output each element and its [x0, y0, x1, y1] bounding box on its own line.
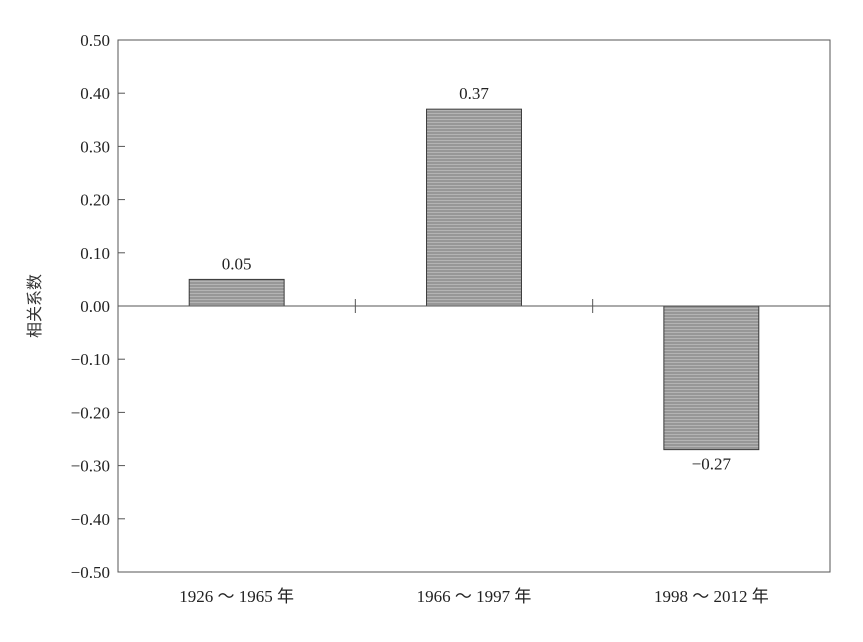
- y-tick-label: 0.10: [80, 244, 110, 263]
- bar-value-label: −0.27: [692, 455, 732, 474]
- bar-value-label: 0.05: [222, 254, 252, 273]
- y-tick-label: 0.50: [80, 31, 110, 50]
- category-label: 1926 ～ 1965 年: [179, 587, 294, 606]
- y-tick-label: 0.00: [80, 297, 110, 316]
- value-labels: 0.05 0.37 −0.27: [222, 84, 732, 473]
- y-tick-label: −0.20: [71, 403, 110, 422]
- y-axis-ticks: 0.50 0.40 0.30 0.20 0.10 0.00 −0.10 −0.20 −0.30 −…: [71, 31, 125, 582]
- category-labels: 1926 ～ 1965 年 1966 ～ 1997 年 1998 ～ 2012 年: [179, 587, 768, 606]
- y-tick-label: −0.30: [71, 457, 110, 476]
- x-axis-ticks: [354, 299, 594, 313]
- y-tick-label: 0.30: [80, 137, 110, 156]
- y-tick-label: 0.40: [80, 84, 110, 103]
- y-tick-label: 0.20: [80, 191, 110, 210]
- y-tick-label: −0.40: [71, 510, 110, 529]
- y-tick-label: −0.50: [71, 563, 110, 582]
- category-label: 1998 ～ 2012 年: [654, 587, 769, 606]
- category-label: 1966 ～ 1997 年: [417, 587, 532, 606]
- bar: [188, 278, 285, 307]
- y-axis-title: 相关系数: [25, 274, 44, 338]
- bar: [663, 305, 760, 451]
- bar-value-label: 0.37: [459, 84, 489, 103]
- y-tick-label: −0.10: [71, 350, 110, 369]
- bars: [188, 108, 760, 451]
- bar: [426, 108, 522, 307]
